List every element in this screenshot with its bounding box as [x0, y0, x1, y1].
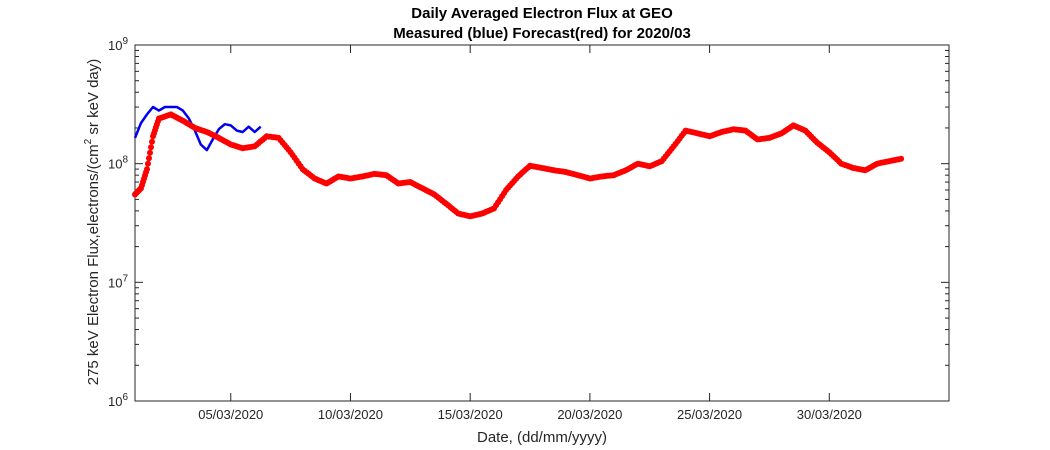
y-tick-label: 109 — [108, 36, 128, 53]
series-layer — [132, 105, 905, 220]
y-tick-exponent: 8 — [122, 155, 128, 166]
y-axis-label-main: 275 keV Electron Flux,electrons/(cm — [85, 144, 102, 385]
series-line-measured — [133, 105, 262, 152]
forecast-point — [898, 155, 905, 162]
y-tick-base: 10 — [108, 157, 122, 172]
x-axis-ticks: 05/03/2020 10/03/2020 15/03/2020 20/03/2020… — [198, 45, 862, 422]
forecast-interp-dot — [148, 144, 154, 151]
x-tick-label: 15/03/2020 — [438, 407, 503, 422]
y-axis-label-tail: sr keV day) — [85, 59, 102, 139]
y-axis-label-superscript: 2 — [83, 138, 94, 144]
y-tick-exponent: 9 — [122, 36, 128, 47]
series-forecast-dots — [132, 111, 905, 220]
x-tick-label: 25/03/2020 — [677, 407, 742, 422]
x-tick-label: 20/03/2020 — [557, 407, 622, 422]
forecast-interp-dot — [146, 155, 152, 162]
y-axis-label: 275 keV Electron Flux,electrons/(cm2 sr … — [83, 59, 102, 386]
y-tick-base: 10 — [108, 38, 122, 53]
y-tick-label: 108 — [108, 155, 128, 172]
x-tick-label: 30/03/2020 — [797, 407, 862, 422]
x-axis-label: Date, (dd/mm/yyyy) — [477, 429, 607, 446]
x-tick-label: 10/03/2020 — [318, 407, 383, 422]
y-tick-base: 10 — [108, 394, 122, 409]
forecast-interp-dot — [147, 149, 153, 156]
forecast-interp-dot — [149, 138, 155, 145]
x-tick-label: 05/03/2020 — [198, 407, 263, 422]
y-tick-base: 10 — [108, 275, 122, 290]
chart-title: Daily Averaged Electron Flux at GEO — [411, 5, 673, 22]
y-tick-exponent: 7 — [122, 273, 128, 284]
y-tick-label: 107 — [108, 273, 128, 290]
y-tick-label: 106 — [108, 392, 128, 409]
forecast-point — [144, 166, 150, 173]
y-tick-exponent: 6 — [122, 392, 128, 403]
chart-subtitle: Measured (blue) Forecast(red) for 2020/0… — [393, 25, 691, 42]
plot-frame — [134, 44, 950, 402]
forecast-interp-dot — [145, 160, 151, 167]
